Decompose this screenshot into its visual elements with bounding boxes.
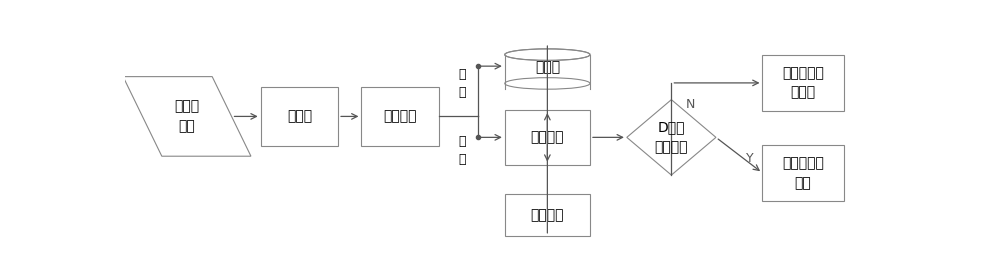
Bar bbox=[505, 55, 590, 89]
Ellipse shape bbox=[505, 49, 590, 60]
Text: Y: Y bbox=[746, 152, 753, 165]
Bar bbox=[762, 55, 844, 111]
Bar bbox=[505, 110, 590, 165]
Text: 识
别: 识 别 bbox=[458, 135, 466, 166]
Polygon shape bbox=[123, 77, 251, 156]
Text: 测度估计: 测度估计 bbox=[531, 130, 564, 144]
Text: D是否
小于阈值: D是否 小于阈值 bbox=[655, 120, 688, 154]
Text: 模板库: 模板库 bbox=[535, 60, 560, 74]
Text: 声信号
输入: 声信号 输入 bbox=[174, 100, 200, 133]
Text: 训
练: 训 练 bbox=[458, 69, 466, 100]
Text: 特种车辆鸣
笛声: 特种车辆鸣 笛声 bbox=[782, 156, 824, 190]
Text: 特征提取: 特征提取 bbox=[383, 109, 417, 123]
Bar bbox=[505, 194, 590, 236]
Polygon shape bbox=[627, 100, 716, 175]
Ellipse shape bbox=[505, 78, 590, 89]
Text: N: N bbox=[686, 98, 695, 112]
Text: 预处理: 预处理 bbox=[287, 109, 312, 123]
Text: 非特种车辆
鸣笛声: 非特种车辆 鸣笛声 bbox=[782, 66, 824, 100]
Text: 失真测度: 失真测度 bbox=[531, 208, 564, 222]
Bar bbox=[762, 145, 844, 201]
Bar bbox=[261, 87, 338, 146]
Bar bbox=[361, 87, 439, 146]
